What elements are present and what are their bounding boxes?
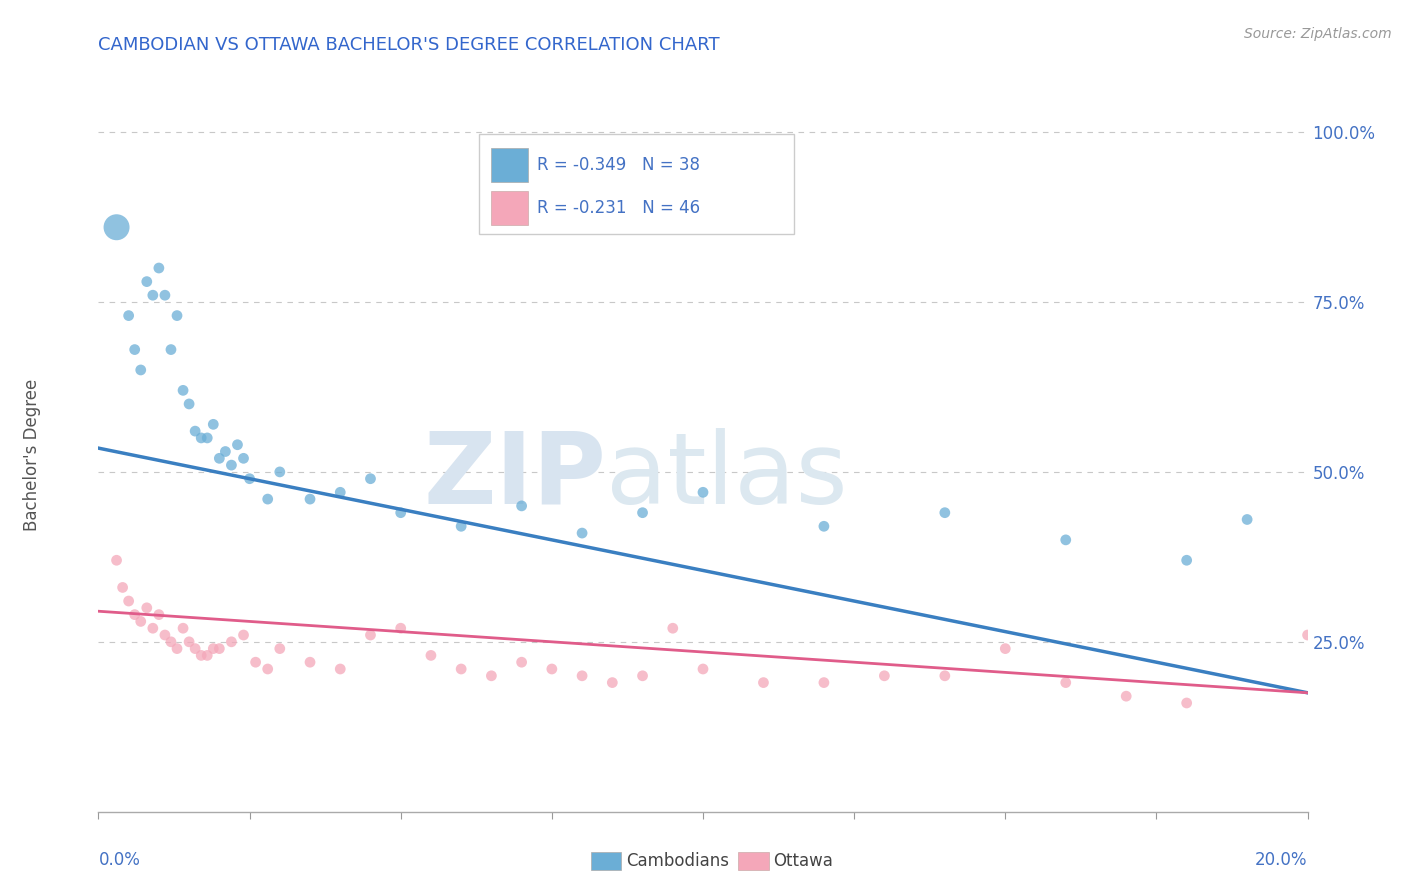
Point	[269, 465, 291, 479]
Point	[450, 662, 472, 676]
Point	[269, 641, 291, 656]
Point	[190, 431, 212, 445]
Point	[135, 600, 157, 615]
Point	[631, 669, 654, 683]
Point	[602, 675, 624, 690]
Point	[184, 424, 207, 438]
Text: R = -0.231   N = 46: R = -0.231 N = 46	[537, 199, 700, 217]
Point	[1115, 689, 1137, 703]
Point	[195, 648, 218, 663]
Point	[256, 492, 278, 507]
Text: atlas: atlas	[606, 428, 848, 524]
Point	[208, 451, 231, 466]
Point	[420, 648, 443, 663]
Text: CAMBODIAN VS OTTAWA BACHELOR'S DEGREE CORRELATION CHART: CAMBODIAN VS OTTAWA BACHELOR'S DEGREE CO…	[98, 36, 720, 54]
Point	[172, 384, 194, 398]
Text: 0.0%: 0.0%	[98, 851, 141, 869]
Point	[360, 628, 382, 642]
Point	[1175, 696, 1198, 710]
Point	[105, 220, 128, 235]
Point	[105, 553, 128, 567]
Point	[1054, 675, 1077, 690]
Point	[1175, 553, 1198, 567]
Point	[129, 363, 152, 377]
Point	[111, 581, 134, 595]
Point	[142, 621, 165, 635]
Point	[160, 635, 183, 649]
Text: Ottawa: Ottawa	[773, 852, 834, 870]
Point	[118, 594, 141, 608]
Point	[221, 458, 243, 472]
Point	[179, 635, 201, 649]
Point	[631, 506, 654, 520]
Point	[510, 655, 533, 669]
Point	[160, 343, 183, 357]
Text: Bachelor's Degree: Bachelor's Degree	[22, 379, 41, 531]
Text: Cambodians: Cambodians	[626, 852, 728, 870]
Point	[256, 662, 278, 676]
Point	[118, 309, 141, 323]
Point	[873, 669, 896, 683]
Text: R = -0.349   N = 38: R = -0.349 N = 38	[537, 156, 700, 174]
Point	[360, 472, 382, 486]
Point	[450, 519, 472, 533]
Point	[662, 621, 685, 635]
Point	[172, 621, 194, 635]
Point	[934, 506, 956, 520]
Point	[994, 641, 1017, 656]
Point	[232, 628, 254, 642]
Text: Source: ZipAtlas.com: Source: ZipAtlas.com	[1244, 27, 1392, 41]
Point	[540, 662, 562, 676]
Point	[571, 526, 593, 541]
Point	[329, 485, 352, 500]
Point	[299, 492, 322, 507]
Text: 20.0%: 20.0%	[1256, 851, 1308, 869]
Point	[208, 641, 231, 656]
Point	[124, 343, 146, 357]
Point	[124, 607, 146, 622]
Point	[329, 662, 352, 676]
Point	[299, 655, 322, 669]
Point	[1236, 512, 1258, 526]
Point	[510, 499, 533, 513]
Point	[389, 621, 412, 635]
Point	[481, 669, 503, 683]
Point	[135, 275, 157, 289]
Point	[166, 641, 188, 656]
Point	[245, 655, 267, 669]
Point	[179, 397, 201, 411]
Point	[214, 444, 236, 458]
Point	[571, 669, 593, 683]
Text: ZIP: ZIP	[423, 428, 606, 524]
Point	[239, 472, 262, 486]
Point	[389, 506, 412, 520]
Point	[232, 451, 254, 466]
Point	[221, 635, 243, 649]
Point	[752, 675, 775, 690]
Point	[813, 519, 835, 533]
Point	[190, 648, 212, 663]
FancyBboxPatch shape	[492, 191, 527, 225]
Point	[1296, 628, 1319, 642]
Point	[142, 288, 165, 302]
Point	[1054, 533, 1077, 547]
Point	[184, 641, 207, 656]
Point	[813, 675, 835, 690]
Point	[153, 628, 176, 642]
FancyBboxPatch shape	[492, 148, 527, 182]
Point	[202, 641, 225, 656]
Point	[226, 438, 249, 452]
Point	[692, 662, 714, 676]
Point	[153, 288, 176, 302]
Point	[148, 260, 170, 275]
Point	[202, 417, 225, 432]
Point	[195, 431, 218, 445]
Point	[692, 485, 714, 500]
Point	[129, 615, 152, 629]
FancyBboxPatch shape	[479, 134, 793, 234]
Point	[934, 669, 956, 683]
Point	[148, 607, 170, 622]
Point	[166, 309, 188, 323]
